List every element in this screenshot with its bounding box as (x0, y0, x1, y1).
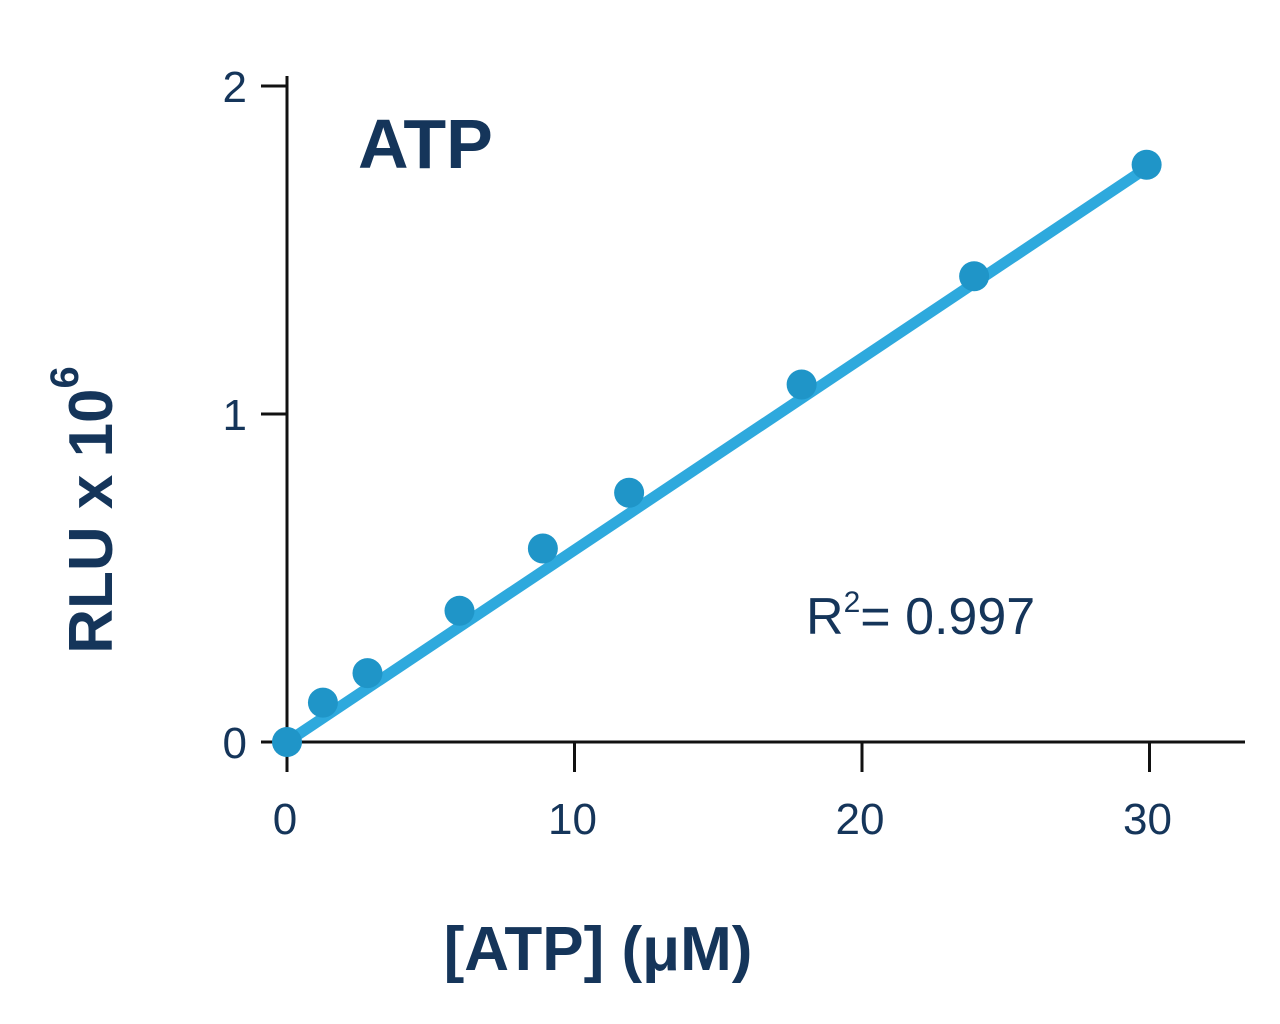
y-axis-title: RLU x 106 (43, 366, 126, 654)
fit-line-group (281, 162, 1153, 748)
x-axis-title: [ATP] (μM) (444, 915, 753, 984)
x-tick-label-0: 0 (273, 795, 297, 844)
r-squared-annotation: R2= 0.997 (806, 586, 1035, 646)
data-point (959, 261, 990, 292)
x-tick-label-10: 10 (548, 795, 597, 844)
data-point (527, 533, 558, 564)
y-tick-label-2: 2 (223, 63, 247, 112)
chart-title: ATP (358, 105, 493, 183)
data-point (444, 595, 475, 626)
data-point (786, 369, 817, 400)
y-axis-title-base: RLU x 10 (57, 388, 126, 653)
r-squared-prefix: R (806, 588, 844, 646)
y-tick-label-0: 0 (223, 719, 247, 768)
data-point (352, 658, 383, 689)
data-points (272, 149, 1162, 757)
r-squared-value: = 0.997 (860, 588, 1035, 646)
data-point (1131, 149, 1162, 180)
x-tick-label-20: 20 (836, 795, 885, 844)
fit-line (281, 162, 1153, 748)
data-point (614, 477, 645, 508)
y-tick-label-1: 1 (223, 391, 247, 440)
y-axis-title-exponent: 6 (43, 366, 87, 388)
axis-ticks: 0 10 20 30 0 1 2 (223, 63, 1172, 844)
data-point (272, 727, 302, 757)
x-tick-label-30: 30 (1123, 795, 1172, 844)
data-point (307, 687, 338, 718)
r-squared-superscript: 2 (844, 586, 861, 619)
